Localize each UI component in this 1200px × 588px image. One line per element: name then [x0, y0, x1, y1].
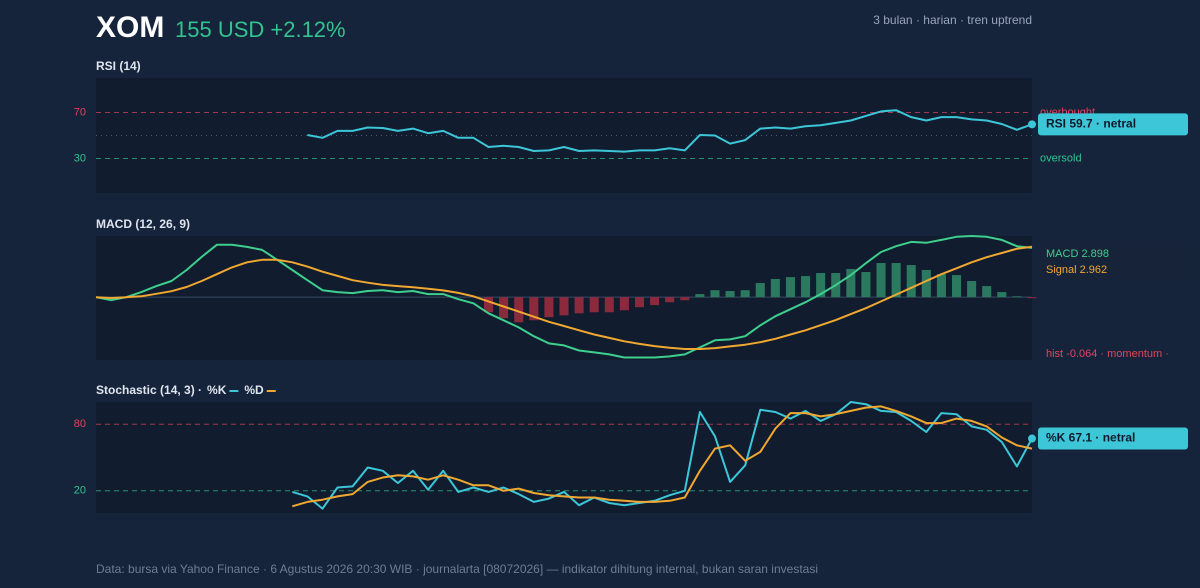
legend-label: %D	[244, 383, 264, 397]
hist-bar	[619, 297, 629, 311]
hist-bar	[1027, 297, 1037, 299]
y-tick-label: 20	[74, 485, 86, 497]
note: hist -0.064 · momentum ·	[1046, 348, 1169, 360]
hist-bar	[514, 297, 524, 323]
hist-bar	[967, 281, 977, 298]
meta: 3 bulan · harian · tren uptrend	[873, 13, 1032, 27]
last-point	[1028, 120, 1036, 129]
hist-bar	[695, 294, 705, 298]
hist-bar	[559, 297, 569, 316]
y-tick-label: 30	[74, 152, 86, 164]
note: MACD 2.898	[1046, 248, 1109, 260]
hist-bar	[529, 297, 539, 321]
badge	[1038, 427, 1188, 450]
series-line	[292, 401, 1033, 510]
hist-bar	[846, 268, 856, 298]
series-line	[95, 235, 1033, 359]
hist-bar	[589, 297, 599, 313]
hist-bar	[861, 272, 871, 298]
series-line	[292, 405, 1033, 508]
panel	[96, 402, 1032, 513]
series-line	[307, 109, 1033, 153]
hist-bar	[936, 274, 946, 298]
legend-label: %K	[207, 383, 227, 397]
hist-bar	[544, 297, 554, 318]
hist-bar	[680, 297, 690, 301]
hist-bar	[710, 290, 720, 298]
hist-bar	[921, 269, 931, 298]
panel-title: MACD (12, 26, 9)	[96, 217, 190, 231]
hist-bar	[483, 297, 494, 313]
hist-bar	[982, 286, 992, 298]
last-point	[1028, 434, 1036, 443]
series-line	[95, 245, 1033, 350]
notes-box	[1038, 242, 1194, 282]
panel-title: Stochastic (14, 3) ·	[96, 383, 202, 397]
badge-label: RSI 59.7 · netral	[1046, 117, 1136, 131]
hist-bar	[634, 297, 645, 308]
badge-label: %K 67.1 · netral	[1046, 431, 1135, 445]
hist-bar	[574, 297, 584, 314]
hist-bar	[725, 291, 735, 298]
y-tick-label: 70	[74, 106, 86, 118]
hist-bar	[499, 297, 509, 319]
hist-bar	[906, 265, 916, 298]
hist-bar	[740, 290, 750, 298]
hist-bar	[770, 278, 780, 298]
note: Signal 2.962	[1046, 264, 1107, 276]
hist-bar	[816, 273, 826, 298]
y-tick-label: 80	[74, 418, 86, 430]
hist-bar	[665, 297, 675, 303]
hist-bar	[785, 277, 795, 298]
panel-title: RSI (14)	[96, 59, 141, 73]
symbol: XOM	[96, 11, 164, 44]
hist-bar	[650, 297, 660, 306]
price: 155 USD +2.12%	[175, 17, 346, 42]
level-note: oversold	[1040, 152, 1082, 164]
badge	[1038, 113, 1188, 136]
hist-bar	[876, 263, 886, 298]
hist-bar	[997, 292, 1007, 298]
hist-bar	[1012, 296, 1022, 298]
hist-bar	[801, 276, 811, 298]
hist-bar	[951, 275, 962, 298]
hist-bar	[891, 263, 901, 298]
footer: Data: bursa via Yahoo Finance · 6 Agustu…	[96, 562, 818, 576]
hist-bar	[604, 297, 614, 313]
hist-bar	[755, 283, 765, 298]
